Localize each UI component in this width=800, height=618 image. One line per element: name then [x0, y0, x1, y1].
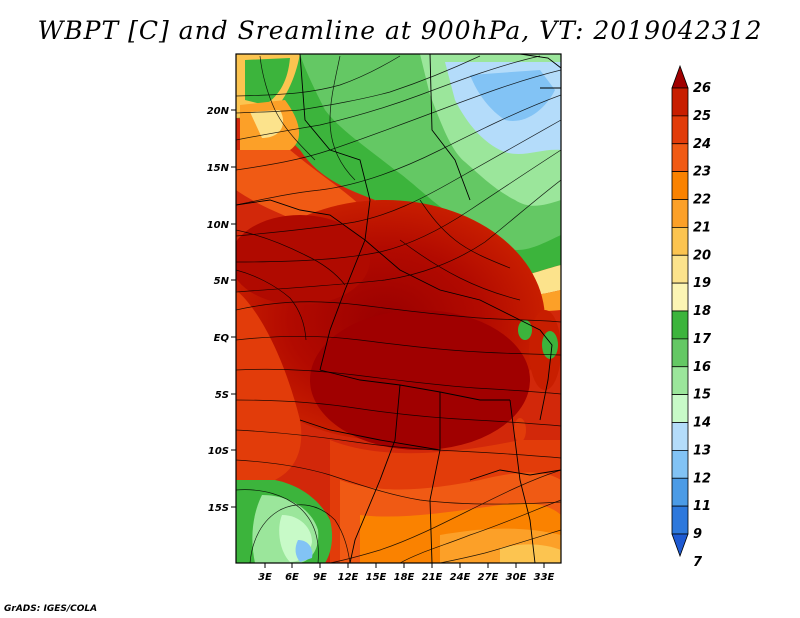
lat-label: 20N: [207, 106, 230, 117]
colorbar-label: 21: [693, 220, 711, 235]
lon-label: 30E: [506, 572, 527, 583]
colorbar-swatch: [671, 477, 689, 507]
colorbar-swatch: [671, 422, 689, 451]
colorbar-swatch: [671, 87, 689, 117]
colorbar-swatch: [671, 505, 689, 535]
colorbar-swatch: [671, 115, 689, 145]
lat-label: EQ: [214, 333, 230, 344]
grads-credit: GrADS: IGES/COLA: [4, 604, 98, 614]
colorbar-swatch: [671, 143, 689, 173]
colorbar-label: 12: [693, 471, 711, 486]
lon-label: 27E: [478, 572, 499, 583]
colorbar-label: 25: [693, 109, 711, 124]
colorbar-label: 24: [693, 137, 711, 152]
colorbar-swatch: [671, 282, 689, 312]
lat-label: 15S: [208, 503, 229, 514]
colorbar-label: 23: [693, 165, 711, 180]
lat-label: 10S: [208, 446, 229, 457]
map-frame: [235, 53, 562, 564]
colorbar-label: 9: [693, 527, 702, 542]
colorbar-swatch: [671, 226, 689, 256]
colorbar-label: 7: [693, 555, 703, 570]
colorbar-label: 14: [693, 416, 711, 431]
lon-label: 21E: [422, 572, 443, 583]
lat-label: 15N: [207, 163, 230, 174]
lon-label: 9E: [313, 572, 327, 583]
colorbar-label: 18: [693, 304, 711, 319]
lat-label: 10N: [207, 220, 230, 231]
colorbar-label: 20: [693, 248, 711, 263]
colorbar-label: 11: [693, 499, 711, 514]
lon-label: 18E: [394, 572, 415, 583]
colorbar-swatch: [671, 254, 689, 284]
colorbar-swatch: [671, 366, 689, 396]
lat-label: 5N: [214, 276, 230, 287]
lon-label: 24E: [450, 572, 471, 583]
wbpt-field: [236, 54, 561, 563]
colorbar-swatch: [671, 64, 689, 89]
colorbar-swatch: [671, 449, 689, 479]
colorbar-label: 26: [693, 81, 711, 96]
colorbar-label: 19: [693, 276, 711, 291]
colorbar-label: 17: [693, 332, 712, 347]
lat-label: 5S: [215, 390, 229, 401]
colorbar-label: 16: [693, 360, 711, 375]
colorbar: 26 25 24 23 22 21 20 19 18 17 16 15 14 13 12 11 9 7: [671, 64, 712, 570]
colorbar-label: 22: [693, 193, 711, 208]
colorbar-swatch: [671, 310, 689, 340]
lon-label: 12E: [338, 572, 359, 583]
colorbar-swatch: [671, 533, 689, 558]
colorbar-label: 15: [693, 388, 711, 403]
lon-label: 6E: [285, 572, 299, 583]
lon-label: 33E: [534, 572, 555, 583]
colorbar-swatch: [671, 171, 689, 200]
colorbar-swatch: [671, 199, 689, 228]
colorbar-label: 13: [693, 443, 711, 458]
plot-title: WBPT [C] and Sreamline at 900hPa, VT: 20…: [37, 16, 763, 45]
colorbar-swatch: [671, 338, 689, 368]
lon-label: 15E: [366, 572, 387, 583]
colorbar-swatch: [671, 394, 689, 423]
lon-label: 3E: [258, 572, 272, 583]
